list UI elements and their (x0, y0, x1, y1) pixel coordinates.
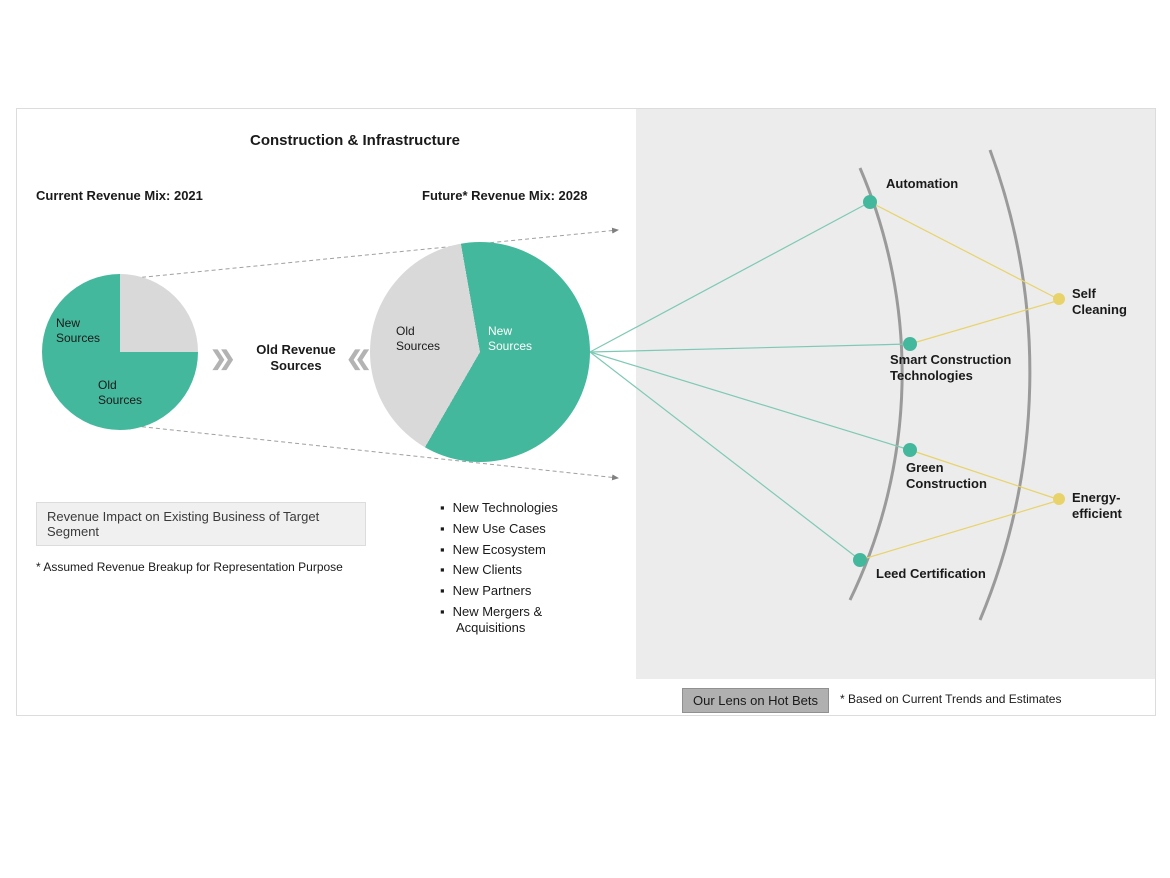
main-title: Construction & Infrastructure (250, 132, 460, 151)
bullet-item: New Mergers &Acquisitions (440, 604, 600, 635)
right-panel (636, 109, 1155, 679)
node-self-cleaning-dot (1053, 293, 1065, 305)
bullet-item: New Use Cases (440, 519, 600, 540)
bullet-item: New Clients (440, 560, 600, 581)
bullet-item: New Ecosystem (440, 540, 600, 561)
node-self-cleaning-label: SelfCleaning (1072, 286, 1152, 319)
node-energy-dot (1053, 493, 1065, 505)
bullet-item: New Partners (440, 581, 600, 602)
chevron-left-icon: ❮❮ (346, 346, 364, 371)
node-leed-label: Leed Certification (876, 566, 986, 582)
bullet-item: New Technologies (440, 498, 600, 519)
node-smart-label: Smart ConstructionTechnologies (890, 352, 1030, 385)
pie2-slice-old-label: OldSources (396, 324, 440, 354)
node-smart-dot (903, 337, 917, 351)
future-mix-label: Future* Revenue Mix: 2028 (422, 188, 587, 204)
center-label: Old Revenue Sources (246, 342, 346, 375)
footnote-left: * Assumed Revenue Breakup for Representa… (36, 560, 343, 575)
footnote-right: * Based on Current Trends and Estimates (840, 692, 1061, 707)
current-mix-label: Current Revenue Mix: 2021 (36, 188, 203, 204)
node-automation-dot (863, 195, 877, 209)
node-green-dot (903, 443, 917, 457)
chevron-right-icon: ❯❯ (210, 346, 228, 371)
node-energy-label: Energy-efficient (1072, 490, 1152, 523)
pie2-slice-new-label: NewSources (488, 324, 532, 354)
node-green-label: GreenConstruction (906, 460, 1006, 493)
pie1-slice-old-label: OldSources (98, 378, 142, 408)
impact-box: Revenue Impact on Existing Business of T… (36, 502, 366, 546)
legend-box: Our Lens on Hot Bets (682, 688, 829, 713)
bullet-list: New Technologies New Use Cases New Ecosy… (440, 498, 600, 635)
node-leed-dot (853, 553, 867, 567)
pie1-slice-new-label: NewSources (56, 316, 100, 346)
node-automation-label: Automation (886, 176, 958, 192)
